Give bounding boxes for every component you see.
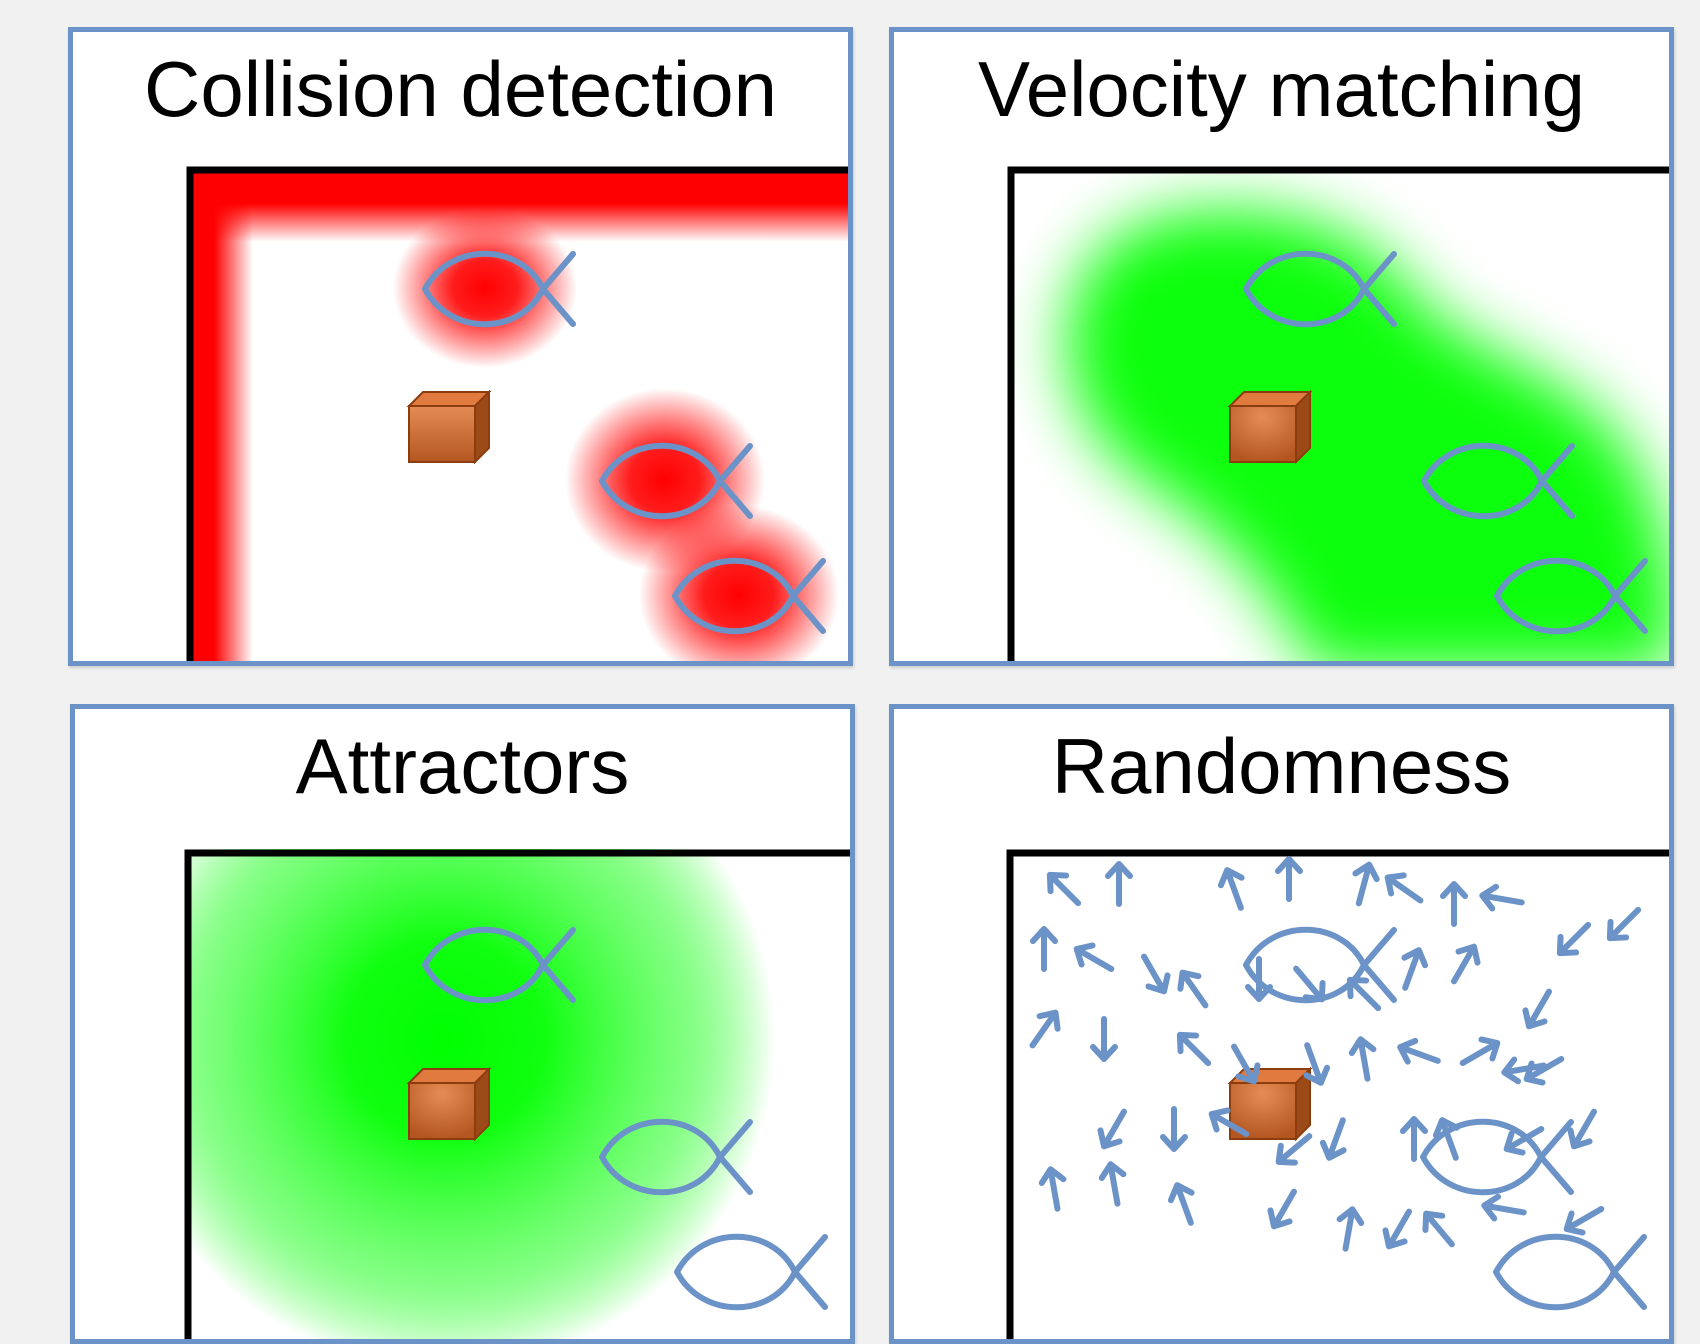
panel-title: Attractors [295, 722, 630, 810]
arrow-icon [1379, 1206, 1418, 1252]
panel-title: Randomness [1051, 722, 1512, 810]
arrow-icon [1395, 946, 1429, 991]
arrow-icon [1519, 986, 1558, 1032]
arrow-icon [1348, 862, 1380, 906]
arrow-icon [1521, 1049, 1567, 1088]
arrow-icon [1335, 1207, 1364, 1250]
wall-lines [1006, 849, 1669, 1339]
arrow-icon [1040, 1167, 1069, 1210]
attractors-scene [184, 849, 850, 1339]
wall-field-left [188, 172, 253, 661]
panel-title: Collision detection [143, 45, 778, 133]
arrow-icon [1418, 1207, 1461, 1252]
arrow-icon [1350, 1037, 1379, 1080]
arrow-icon [1264, 1186, 1303, 1232]
panel-title: Velocity matching [978, 45, 1585, 133]
arrow-icon [1602, 902, 1646, 946]
arrow-icon [1403, 1119, 1425, 1159]
fish-icon [677, 1237, 825, 1308]
arrow-icon [1457, 1033, 1503, 1072]
fish-field [639, 505, 839, 661]
velocity-scene [1007, 166, 1669, 661]
arrow-icon [1108, 864, 1130, 904]
arrow-icon [1443, 884, 1465, 924]
velocity-field [1066, 209, 1669, 661]
arrow-icon [1480, 885, 1523, 914]
wall-lines [184, 849, 850, 1339]
arrow-icon [1217, 866, 1251, 911]
arrow-icon [1163, 1109, 1185, 1149]
panel-attractors: Attractors [70, 704, 855, 1344]
arrow-icon [1248, 959, 1270, 999]
attractor-field [188, 849, 775, 1339]
arrow-icon [1134, 951, 1173, 997]
box-icon [408, 391, 490, 463]
arrow-icon [1444, 941, 1483, 987]
arrow-icon [1071, 939, 1117, 978]
arrow-icon [1381, 869, 1426, 910]
arrow-icon [1093, 1019, 1115, 1059]
randomness-scene [1006, 849, 1669, 1339]
arrow-icon [1100, 1162, 1129, 1205]
arrow-icon [1174, 966, 1215, 1011]
panel-randomness: Randomness [889, 704, 1674, 1344]
arrow-icon [1167, 1181, 1201, 1226]
arrow-icon [1024, 1006, 1065, 1051]
arrow-icon [1482, 1195, 1525, 1224]
arrow-icon [1042, 867, 1086, 911]
arrow-icon [1094, 1106, 1133, 1152]
arrow-icon [1564, 1106, 1603, 1152]
wall-lines [186, 166, 848, 661]
fish-field [393, 208, 577, 368]
arrow-icon [1561, 1199, 1607, 1238]
arrow-icon [1278, 859, 1300, 899]
panel-velocity-matching: Velocity matching [889, 27, 1674, 666]
collision-scene [186, 166, 848, 661]
box-icon [1229, 391, 1311, 463]
arrow-icon [1552, 917, 1596, 961]
panel-collision-detection: Collision detection [68, 27, 853, 666]
fish-icon [1496, 1237, 1644, 1308]
arrow-icon [1172, 1027, 1216, 1071]
arrow-icon [1396, 1037, 1441, 1071]
wall-lines [1007, 166, 1669, 661]
box-icon [408, 1068, 490, 1140]
arrow-icon [1033, 929, 1055, 969]
arrow-icon [1319, 1116, 1353, 1161]
